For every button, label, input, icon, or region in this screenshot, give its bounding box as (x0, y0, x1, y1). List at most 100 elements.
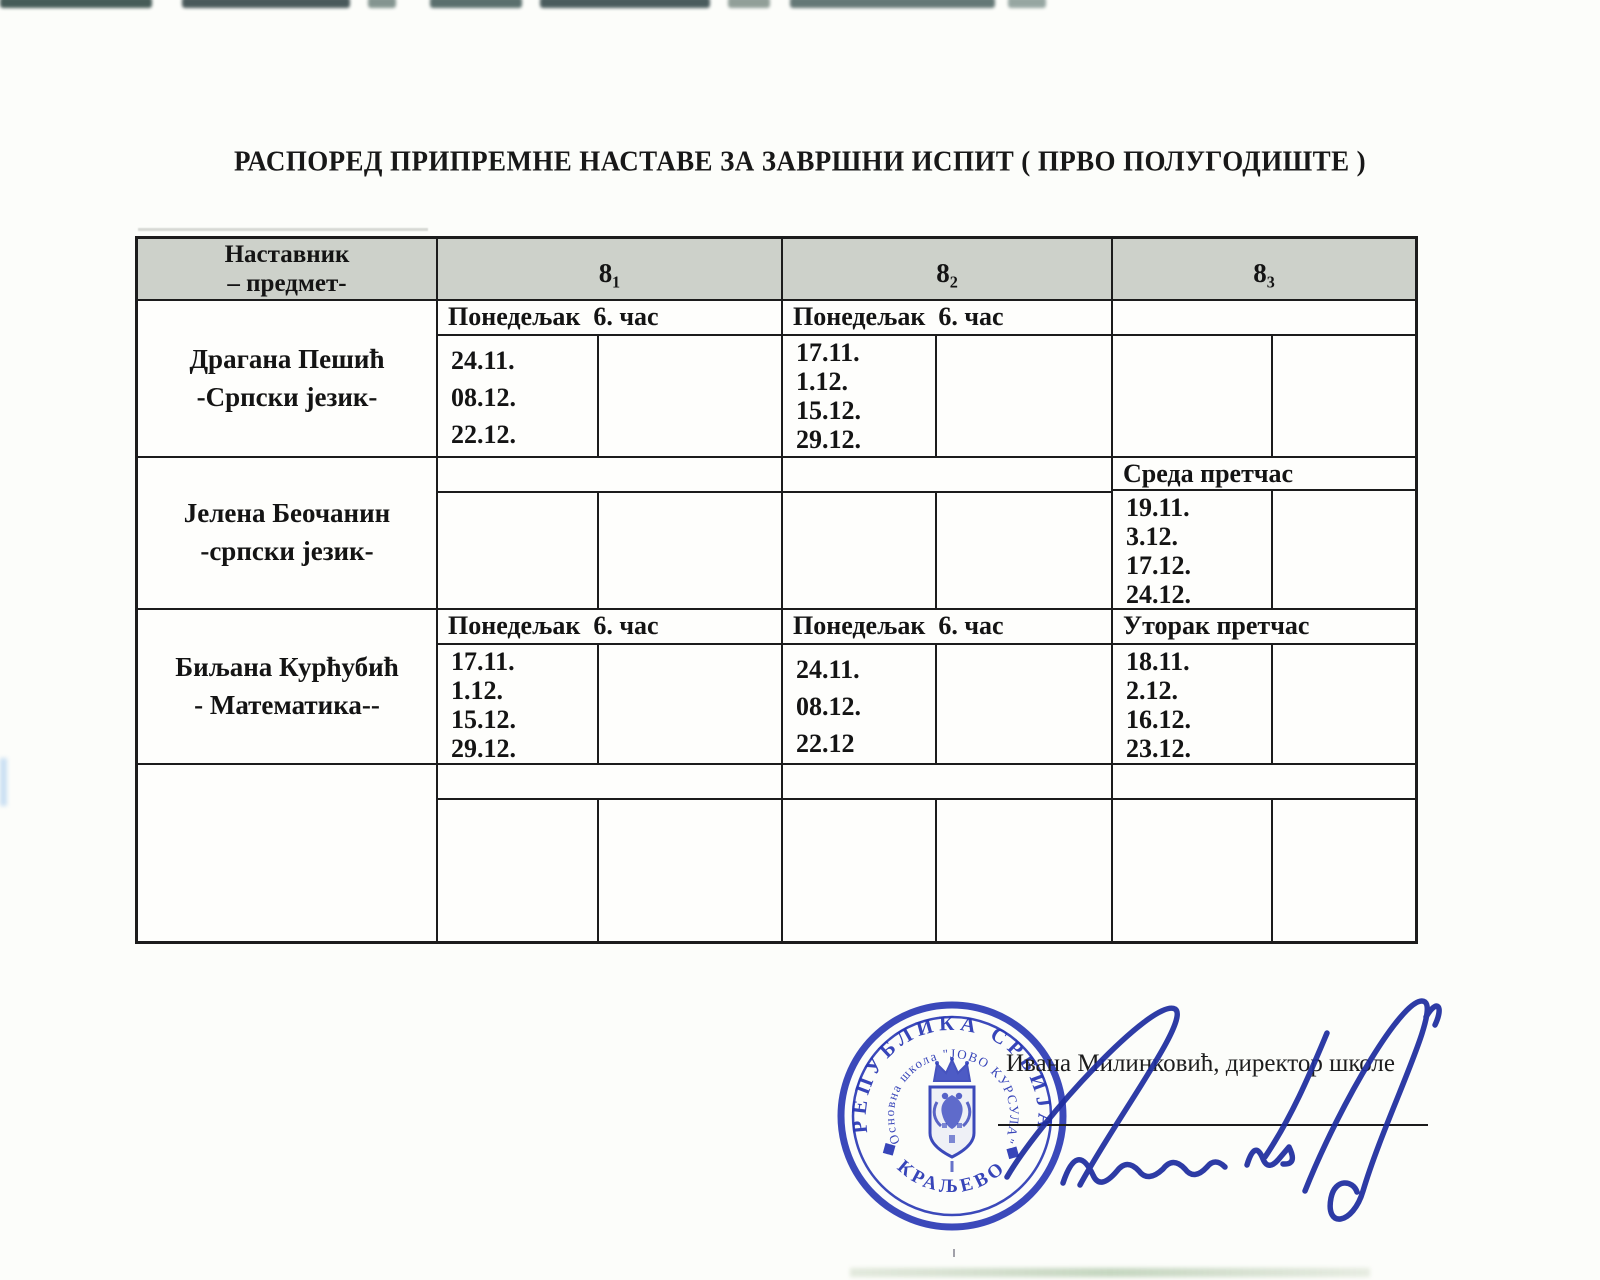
date: 2.12. (1126, 676, 1178, 705)
empty-subcell (1273, 491, 1415, 609)
dates-list: 18.11. 2.12. 16.12. 23.12. (1113, 645, 1274, 763)
empty-subcell (937, 493, 1111, 608)
date: 22.12. (451, 420, 516, 449)
date: 17.12. (1126, 551, 1191, 580)
session-header (783, 765, 1111, 800)
signatory-name: Ивана Милинковић, директор школе (1006, 1050, 1395, 1077)
date: 17.11. (451, 647, 515, 676)
date: 24.11. (796, 655, 860, 684)
table-header-row: Наставник – предмет- 8₁ 8₂ 8₃ (138, 239, 1415, 301)
header-teacher-line2: – предмет- (227, 270, 347, 297)
teacher-cell (138, 765, 438, 941)
dates-list (783, 493, 938, 608)
class-cell-8-2 (783, 458, 1113, 608)
teacher-cell: Биљана Курћубић - Математика-- (138, 610, 438, 763)
teacher-cell: Јелена Беочанин -српски језик- (138, 458, 438, 608)
session-header: Понедељак 6. час (783, 610, 1111, 645)
dates-list: 17.11. 1.12. 15.12. 29.12. (783, 336, 938, 456)
date: 15.12. (796, 396, 861, 425)
empty-subcell (937, 336, 1111, 456)
date: 19.11. (1126, 493, 1190, 522)
table-row: Јелена Беочанин -српски језик- Среда пре… (138, 458, 1415, 610)
date: 3.12. (1126, 522, 1178, 551)
scan-artifact-left-mark (0, 758, 7, 806)
class-cell-8-3 (1113, 765, 1415, 941)
teacher-name: Драгана Пешић (189, 343, 385, 374)
date: 24.11. (451, 346, 515, 375)
document-title: РАСПОРЕД ПРИПРЕМНЕ НАСТАВЕ ЗА ЗАВРШНИ ИС… (233, 145, 1367, 177)
scan-artifact-tick (953, 1249, 955, 1257)
teacher-subject: -Српски језик- (196, 381, 378, 412)
date: 08.12. (796, 692, 861, 721)
class-cell-8-1 (438, 458, 783, 608)
dates-list: 19.11. 3.12. 17.12. 24.12. (1113, 491, 1274, 609)
teacher-name: Биљана Курћубић (175, 651, 399, 682)
scan-artifact-bottom-smudge (850, 1268, 1370, 1277)
class-cell-8-2: Понедељак 6. час 24.11. 08.12. 22.12 (783, 610, 1113, 763)
session-header: Понедељак 6. час (783, 301, 1111, 336)
date: 23.12. (1126, 734, 1191, 763)
dates-list (783, 800, 938, 941)
dates-list (1113, 336, 1274, 456)
empty-subcell (1273, 645, 1415, 763)
header-class-8-2: 8₂ (783, 239, 1113, 299)
teacher-cell: Драгана Пешић -Српски језик- (138, 301, 438, 456)
teacher-subject: - Математика-- (194, 689, 380, 720)
empty-subcell (1273, 800, 1415, 941)
empty-subcell (599, 800, 781, 941)
teacher-name: Јелена Беочанин (183, 498, 391, 529)
school-stamp: РЕПУБЛИКА СРБИЈА ◆ КРАЉЕВО ◆ Основна шко… (837, 1001, 1067, 1231)
class-cell-8-1: Понедељак 6. час 24.11. 08.12. 22.12. (438, 301, 783, 456)
date: 29.12. (796, 425, 861, 454)
header-teacher-cell: Наставник – предмет- (138, 239, 438, 299)
stamp-coat-of-arms (928, 1057, 976, 1172)
class-cell-8-3: Уторак претчас 18.11. 2.12. 16.12. 23.12… (1113, 610, 1415, 763)
empty-subcell (937, 645, 1111, 763)
class-cell-8-3: Среда претчас 19.11. 3.12. 17.12. 24.12. (1113, 458, 1415, 609)
scan-artifact-gray-line (138, 228, 428, 231)
empty-subcell (937, 800, 1111, 941)
session-header: Понедељак 6. час (438, 610, 781, 645)
empty-subcell (599, 493, 781, 608)
table-row: Драгана Пешић -Српски језик- Понедељак 6… (138, 301, 1415, 458)
dates-list: 24.11. 08.12. 22.12 (783, 645, 938, 763)
session-header: Уторак претчас (1113, 610, 1415, 645)
dates-list: 17.11. 1.12. 15.12. 29.12. (438, 645, 600, 763)
empty-subcell (599, 336, 781, 456)
session-header (438, 458, 781, 493)
date: 1.12. (451, 676, 503, 705)
date: 1.12. (796, 367, 848, 396)
dates-list (1113, 800, 1274, 941)
date: 24.12. (1126, 580, 1191, 609)
empty-subcell (1273, 336, 1415, 456)
dates-list (438, 493, 600, 608)
table-row (138, 765, 1415, 941)
session-header (1113, 301, 1415, 336)
signature (1004, 998, 1442, 1222)
header-class-8-1: 8₁ (438, 239, 783, 299)
header-class-label: 8₂ (936, 257, 958, 288)
date: 15.12. (451, 705, 516, 734)
date: 16.12. (1126, 705, 1191, 734)
class-cell-8-2 (783, 765, 1113, 941)
session-header: Понедељак 6. час (438, 301, 781, 336)
schedule-table: Наставник – предмет- 8₁ 8₂ 8₃ Драгана Пе… (135, 236, 1418, 944)
empty-subcell (599, 645, 781, 763)
signature-line (998, 1124, 1428, 1126)
class-cell-8-1 (438, 765, 783, 941)
class-cell-8-2: Понедељак 6. час 17.11. 1.12. 15.12. 29.… (783, 301, 1113, 456)
dates-list (438, 800, 600, 941)
header-class-label: 8₃ (1253, 257, 1275, 288)
date: 29.12. (451, 734, 516, 763)
class-cell-8-1: Понедељак 6. час 17.11. 1.12. 15.12. 29.… (438, 610, 783, 763)
class-cell-8-3 (1113, 301, 1415, 456)
date: 17.11. (796, 338, 860, 367)
table-row: Биљана Курћубић - Математика-- Понедељак… (138, 610, 1415, 765)
date: 08.12. (451, 383, 516, 412)
session-header (438, 765, 781, 800)
scan-artifact-top-strip (0, 0, 1600, 14)
dates-list: 24.11. 08.12. 22.12. (438, 336, 600, 456)
header-class-8-3: 8₃ (1113, 239, 1415, 299)
date: 18.11. (1126, 647, 1190, 676)
